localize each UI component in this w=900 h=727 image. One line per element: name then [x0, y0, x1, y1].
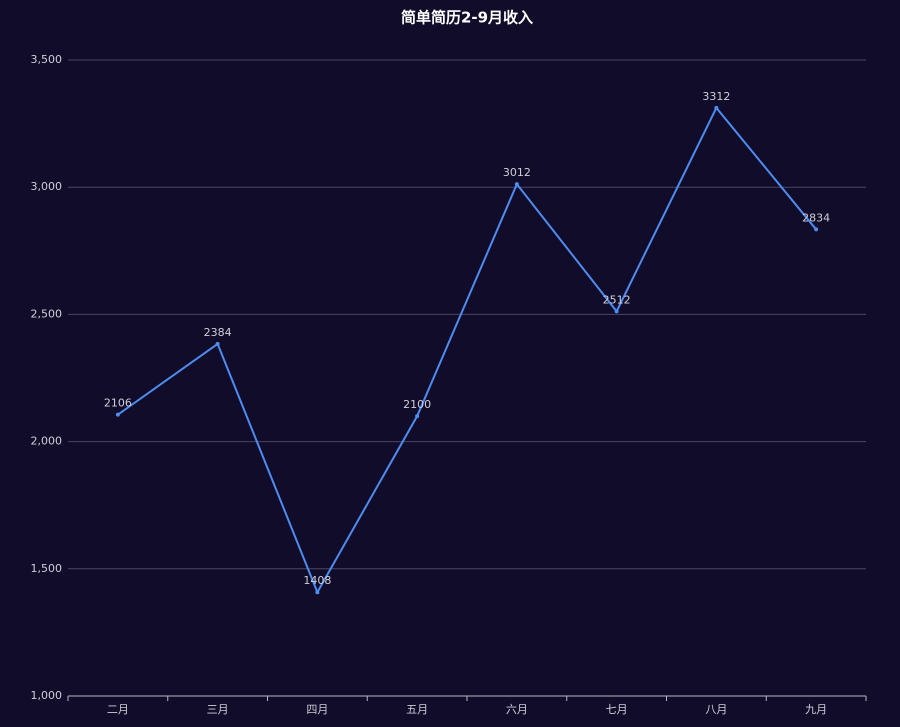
point — [814, 227, 819, 232]
point — [115, 412, 120, 417]
data-label: 2834 — [802, 211, 830, 224]
data-label: 2100 — [403, 398, 431, 411]
y-tick-label: 2,000 — [31, 435, 63, 448]
x-tick-label: 六月 — [506, 703, 528, 716]
data-label: 1408 — [303, 574, 331, 587]
y-tick-label: 1,000 — [31, 689, 63, 702]
data-label: 2106 — [104, 397, 132, 410]
data-label: 2512 — [603, 293, 631, 306]
y-tick-label: 1,500 — [31, 562, 63, 575]
point — [614, 309, 619, 314]
x-tick-label: 二月 — [107, 703, 129, 716]
y-tick-label: 3,500 — [31, 53, 63, 66]
x-tick-label: 八月 — [705, 703, 727, 716]
x-tick-label: 九月 — [805, 703, 827, 716]
line — [117, 105, 817, 595]
x-tick-label: 四月 — [306, 703, 328, 716]
x-tick-label: 七月 — [606, 703, 628, 716]
x-tick-label: 五月 — [406, 703, 428, 716]
data-label: 2384 — [204, 326, 232, 339]
data-label: 3012 — [503, 166, 531, 179]
y-tick-label: 2,500 — [31, 307, 63, 320]
point — [714, 105, 719, 110]
x-tick-label: 三月 — [207, 703, 229, 716]
point — [215, 341, 220, 346]
point — [415, 414, 420, 419]
point — [514, 182, 519, 187]
data-label: 3312 — [702, 90, 730, 103]
y-tick-label: 3,000 — [31, 180, 63, 193]
point — [315, 590, 320, 595]
chart-title: 简单简历2-9月收入 — [401, 9, 533, 27]
